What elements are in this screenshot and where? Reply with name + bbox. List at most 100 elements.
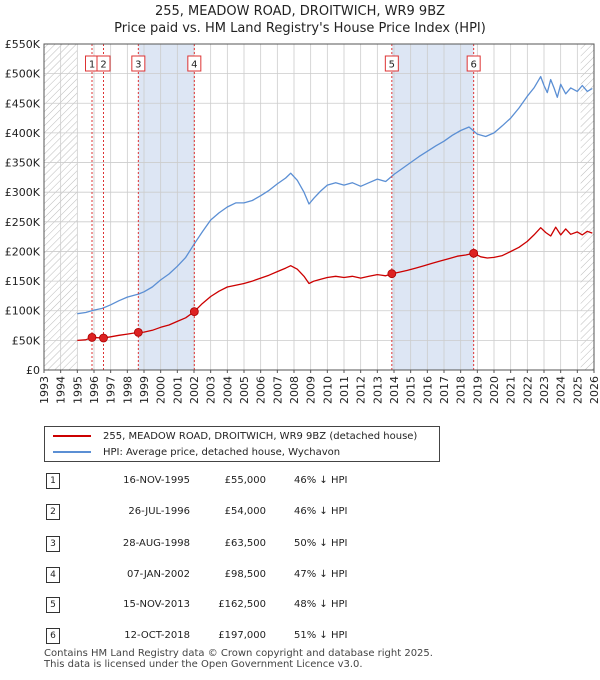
sale-label: 5 (389, 60, 395, 71)
sale-hpi-diff: 46% ↓ HPI (294, 475, 348, 486)
sales-row: 1 16-NOV-1995 £55,000 46% ↓ HPI (44, 472, 424, 490)
y-tick-label: £400K (5, 127, 41, 140)
sale-hpi-diff: 47% ↓ HPI (294, 569, 348, 580)
sale-label-box (96, 55, 111, 72)
sale-marker (133, 327, 143, 337)
x-tick-label: 2026 (588, 376, 600, 404)
sale-label: 4 (191, 60, 197, 71)
sale-number-badge: 1 (46, 473, 60, 489)
x-tick-label: 2005 (238, 376, 251, 404)
y-tick-label: £0 (26, 364, 40, 377)
footer-line-2: This data is licensed under the Open Gov… (44, 659, 363, 670)
sale-price: £98,500 (224, 569, 266, 580)
sale-price: £162,500 (218, 599, 266, 610)
sale-label: 1 (89, 60, 95, 71)
x-tick-label: 2011 (338, 376, 351, 404)
x-tick-label: 2015 (405, 376, 418, 404)
plot-frame (43, 43, 595, 371)
legend-swatch-hpi (53, 451, 91, 453)
x-tick-label: 2018 (455, 376, 468, 404)
x-tick-label: 2022 (521, 376, 534, 404)
x-tick-label: 2024 (555, 376, 568, 404)
sale-marker (469, 248, 479, 258)
x-tick-label: 2006 (255, 376, 268, 404)
y-tick-label: £50K (12, 334, 41, 347)
title-line-1: 255, MEADOW ROAD, DROITWICH, WR9 9BZ (154, 4, 446, 19)
y-tick-label: £100K (5, 305, 41, 318)
sales-row: 5 15-NOV-2013 £162,500 48% ↓ HPI (44, 596, 424, 614)
hpi-line (77, 75, 593, 315)
sale-hpi-diff: 51% ↓ HPI (294, 630, 348, 641)
x-tick-label: 2010 (321, 376, 334, 404)
sale-number-badge: 6 (46, 628, 60, 644)
sale-price: £197,000 (218, 630, 266, 641)
x-tick-label: 2016 (421, 376, 434, 404)
sales-row: 4 07-JAN-2002 £98,500 47% ↓ HPI (44, 566, 424, 584)
x-tick-label: 2013 (371, 376, 384, 404)
x-tick-label: 2009 (305, 376, 318, 404)
x-tick-label: 2020 (488, 376, 501, 404)
y-tick-label: £500K (5, 68, 41, 81)
y-tick-label: £250K (5, 216, 41, 229)
x-tick-label: 1996 (88, 376, 101, 404)
sale-price: £55,000 (224, 475, 266, 486)
x-tick-label: 2012 (355, 376, 368, 404)
x-tick-label: 2000 (155, 376, 168, 404)
sale-number-badge: 4 (46, 567, 60, 583)
chart-title: 255, MEADOW ROAD, DROITWICH, WR9 9BZ Pri… (0, 3, 600, 37)
x-tick-label: 2003 (205, 376, 218, 404)
sale-hpi-diff: 48% ↓ HPI (294, 599, 348, 610)
sale-price: £54,000 (224, 506, 266, 517)
sale-price: £63,500 (224, 538, 266, 549)
sale-date: 28-AUG-1998 (122, 538, 190, 549)
title-line-2: Price paid vs. HM Land Registry's House … (114, 21, 486, 36)
legend-item-property: 255, MEADOW ROAD, DROITWICH, WR9 9BZ (de… (53, 429, 417, 444)
sale-marker (189, 307, 199, 317)
sales-row: 3 28-AUG-1998 £63,500 50% ↓ HPI (44, 535, 424, 553)
footer-line-1: Contains HM Land Registry data © Crown c… (44, 648, 433, 659)
x-tick-label: 2001 (171, 376, 184, 404)
property-price-line (77, 226, 593, 342)
sale-hpi-diff: 50% ↓ HPI (294, 538, 348, 549)
sale-number-badge: 5 (46, 597, 60, 613)
x-tick-label: 1995 (71, 376, 84, 404)
sale-marker (99, 333, 108, 343)
x-tick-label: 2004 (221, 376, 234, 404)
x-tick-label: 1999 (138, 376, 151, 404)
sale-marker (87, 332, 97, 342)
x-tick-label: 1997 (105, 376, 118, 404)
x-tick-label: 1998 (121, 376, 134, 404)
sale-number-badge: 3 (46, 536, 60, 552)
legend-label-property: 255, MEADOW ROAD, DROITWICH, WR9 9BZ (de… (103, 431, 418, 442)
chart-legend: 255, MEADOW ROAD, DROITWICH, WR9 9BZ (de… (44, 426, 440, 462)
sale-label: 6 (470, 60, 476, 71)
shaded-band (138, 44, 195, 370)
plot-area (44, 44, 594, 370)
y-tick-label: £450K (5, 97, 41, 110)
sale-date: 15-NOV-2013 (123, 599, 190, 610)
sales-row: 6 12-OCT-2018 £197,000 51% ↓ HPI (44, 627, 424, 645)
hatched-region-after (580, 44, 594, 370)
x-tick-label: 1994 (55, 376, 68, 404)
x-tick-label: 2007 (271, 376, 284, 404)
footer-note: Contains HM Land Registry data © Crown c… (44, 648, 433, 670)
x-tick-label: 2014 (388, 376, 401, 404)
sale-label-box (466, 55, 481, 72)
x-tick-label: 2017 (438, 376, 451, 404)
x-tick-label: 2025 (571, 376, 584, 404)
sale-date: 16-NOV-1995 (123, 475, 190, 486)
sale-marker (387, 269, 397, 279)
x-tick-label: 2008 (288, 376, 301, 404)
shaded-band (391, 44, 474, 370)
sale-label-box (131, 55, 146, 72)
x-tick-label: 2023 (538, 376, 551, 404)
x-tick-label: 1993 (38, 376, 51, 404)
y-tick-label: £350K (5, 157, 41, 170)
legend-label-hpi: HPI: Average price, detached house, Wych… (103, 447, 341, 458)
sale-date: 26-JUL-1996 (128, 506, 190, 517)
sale-number-badge: 2 (46, 504, 60, 520)
sales-row: 2 26-JUL-1996 £54,000 46% ↓ HPI (44, 503, 424, 521)
legend-swatch-property (53, 435, 91, 437)
sale-date: 07-JAN-2002 (126, 569, 190, 580)
y-tick-label: £150K (5, 275, 41, 288)
